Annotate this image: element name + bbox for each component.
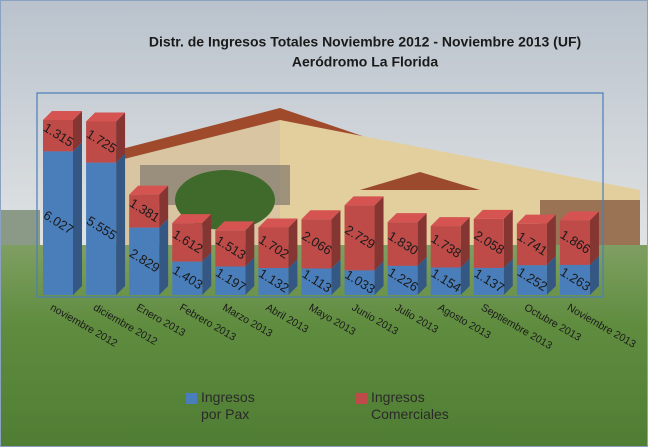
legend-swatch: [356, 393, 367, 404]
bar-side: [418, 213, 427, 266]
bar-side: [504, 210, 513, 268]
legend-label: Ingresos por Pax: [201, 389, 271, 423]
legend-swatch: [186, 393, 197, 404]
bar-side: [73, 142, 82, 295]
bar-side: [375, 196, 384, 270]
bar-side: [116, 154, 125, 295]
page: Distr. de Ingresos Totales Noviembre 201…: [0, 0, 648, 447]
chart-subtitle: Aeródromo La Florida: [292, 54, 438, 70]
bar-side: [331, 210, 340, 268]
chart-title: Distr. de Ingresos Totales Noviembre 201…: [149, 34, 581, 50]
bar-side: [590, 211, 599, 264]
chart: Distr. de Ingresos Totales Noviembre 201…: [0, 0, 648, 447]
legend-label: Ingresos Comerciales: [371, 389, 456, 423]
bar-side: [159, 219, 168, 295]
